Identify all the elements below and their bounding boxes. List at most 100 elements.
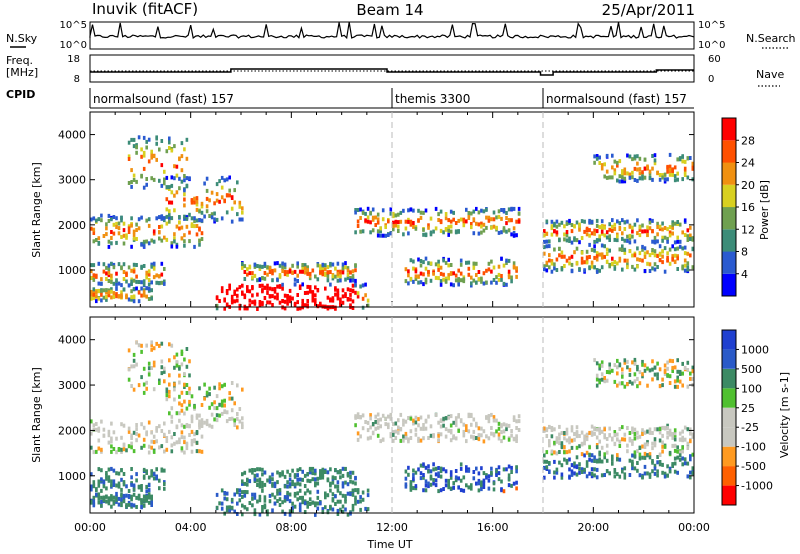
data-cell (683, 159, 687, 164)
colorbar-tick-label: 20 (741, 179, 755, 192)
data-cell (268, 475, 272, 480)
data-cell (683, 251, 687, 256)
data-cell (147, 495, 151, 500)
data-cell (188, 391, 191, 396)
data-cell (147, 217, 151, 222)
data-cell (314, 471, 317, 476)
data-cell (568, 256, 571, 261)
data-cell (291, 468, 294, 473)
data-cell (593, 231, 596, 236)
data-cell (449, 423, 453, 428)
data-cell (472, 217, 476, 222)
data-cell (356, 431, 360, 436)
data-cell (570, 425, 574, 430)
data-cell (145, 218, 148, 223)
data-cell (462, 223, 466, 228)
data-cell (550, 224, 554, 229)
data-cell (142, 290, 146, 295)
data-cell (623, 258, 627, 263)
data-cell (671, 359, 674, 364)
data-cell (482, 481, 486, 486)
data-cell (598, 459, 601, 464)
data-cell (220, 175, 224, 180)
data-cell (135, 263, 138, 267)
data-cell (90, 217, 93, 222)
data-cell (633, 166, 637, 171)
data-cell (691, 466, 695, 471)
data-cell (563, 445, 566, 450)
data-cell (215, 306, 219, 311)
data-cell (145, 471, 148, 475)
data-cell (266, 509, 269, 514)
data-cell (268, 266, 272, 271)
data-cell (178, 220, 181, 225)
data-cell (92, 231, 96, 235)
data-cell (689, 237, 692, 241)
data-cell (163, 181, 166, 186)
data-cell (465, 207, 468, 212)
data-cell (578, 462, 581, 467)
data-cell (334, 468, 337, 472)
data-cell (175, 173, 179, 178)
noise-right-tick-top: 10^5 (698, 20, 725, 31)
data-cell (663, 269, 667, 274)
data-cell (122, 277, 126, 281)
data-cell (175, 440, 179, 445)
data-cell (95, 449, 98, 454)
data-cell (107, 213, 111, 218)
data-cell (676, 246, 679, 251)
data-cell (190, 442, 194, 447)
data-cell (223, 496, 226, 501)
data-cell (452, 271, 455, 276)
data-cell (595, 443, 599, 447)
data-cell (459, 217, 463, 222)
data-cell (329, 481, 332, 486)
data-cell (548, 469, 551, 474)
data-cell (683, 258, 687, 263)
data-cell (495, 418, 498, 423)
data-cell (633, 361, 637, 366)
data-cell (326, 510, 330, 515)
data-cell (598, 225, 601, 230)
data-cell (472, 470, 476, 474)
data-cell (681, 438, 684, 443)
data-cell (666, 165, 669, 170)
data-cell (140, 154, 143, 159)
data-cell (351, 274, 355, 279)
data-cell (110, 497, 113, 502)
data-cell (319, 267, 322, 272)
colorbar-swatch (722, 485, 736, 505)
data-cell (205, 418, 209, 423)
data-cell (676, 157, 679, 162)
data-cell (585, 226, 589, 231)
data-cell (263, 264, 267, 268)
data-cell (623, 466, 627, 471)
data-cell (379, 233, 382, 238)
data-cell (648, 176, 652, 180)
data-cell (651, 359, 654, 364)
data-cell (603, 452, 606, 457)
data-cell (150, 238, 153, 243)
data-cell (354, 210, 357, 215)
data-cell (117, 226, 121, 231)
data-cell (152, 231, 156, 236)
data-cell (190, 449, 194, 454)
data-cell (120, 447, 123, 452)
data-cell (160, 214, 164, 219)
data-cell (218, 199, 221, 204)
data-cell (666, 177, 669, 182)
data-cell (442, 416, 445, 421)
data-cell (288, 482, 292, 487)
data-cell (515, 274, 518, 279)
data-cell (570, 254, 574, 259)
data-cell (608, 471, 611, 476)
data-cell (220, 501, 224, 506)
data-cell (593, 467, 596, 472)
data-cell (611, 454, 614, 459)
data-cell (683, 425, 687, 430)
data-cell (663, 177, 667, 182)
data-cell (266, 272, 269, 277)
data-cell (515, 434, 518, 439)
data-cell (263, 261, 267, 266)
data-cell (100, 298, 103, 303)
